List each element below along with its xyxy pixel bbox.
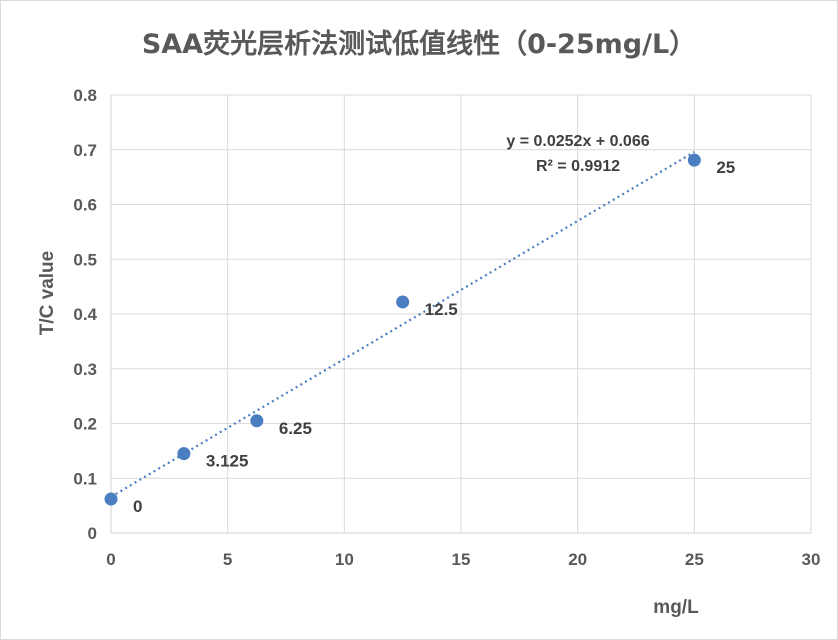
y-tick-label: 0.2 (73, 415, 97, 434)
chart-title: SAA荧光层析法测试低值线性（0-25mg/L） (142, 29, 696, 60)
y-tick-label: 0.1 (73, 469, 97, 488)
x-tick-label: 30 (802, 550, 821, 569)
x-tick-label: 15 (452, 550, 471, 569)
data-point (177, 447, 191, 461)
y-tick-label: 0 (88, 524, 97, 543)
data-label: 3.125 (206, 452, 249, 471)
axes (110, 95, 811, 534)
x-tick-label: 25 (685, 550, 704, 569)
data-point (396, 295, 410, 309)
y-tick-label: 0.7 (73, 141, 97, 160)
y-tick-label: 0.8 (73, 86, 97, 105)
y-tick-label: 0.4 (73, 305, 97, 324)
data-point (687, 153, 701, 167)
grid-lines (111, 94, 812, 533)
data-label: 25 (716, 158, 735, 177)
y-tick-label: 0.3 (73, 360, 97, 379)
x-tick-label: 10 (335, 550, 354, 569)
y-tick-labels: 0 0.1 0.2 0.3 0.4 0.5 0.6 0.7 0.8 (73, 86, 97, 543)
trendline-group (110, 150, 695, 498)
trendline (110, 150, 695, 498)
x-tick-label: 20 (568, 550, 587, 569)
data-point (250, 414, 264, 428)
data-points (104, 153, 701, 506)
y-tick-label: 0.6 (73, 196, 97, 215)
x-axis-title: mg/L (653, 597, 699, 618)
y-axis-title: T/C value (37, 251, 58, 335)
data-label: 0 (133, 497, 142, 516)
trendline-equation: y = 0.0252x + 0.066 (506, 133, 649, 150)
data-label: 12.5 (425, 300, 458, 319)
data-label: 6.25 (279, 419, 312, 438)
data-labels: 0 3.125 6.25 12.5 25 (133, 158, 735, 516)
x-tick-label: 0 (106, 550, 115, 569)
x-tick-labels: 0 5 10 15 20 25 30 (106, 550, 820, 569)
y-tick-label: 0.5 (73, 250, 97, 269)
x-tick-label: 5 (223, 550, 232, 569)
data-point (104, 492, 118, 506)
trendline-r-squared: R² = 0.9912 (536, 158, 620, 175)
